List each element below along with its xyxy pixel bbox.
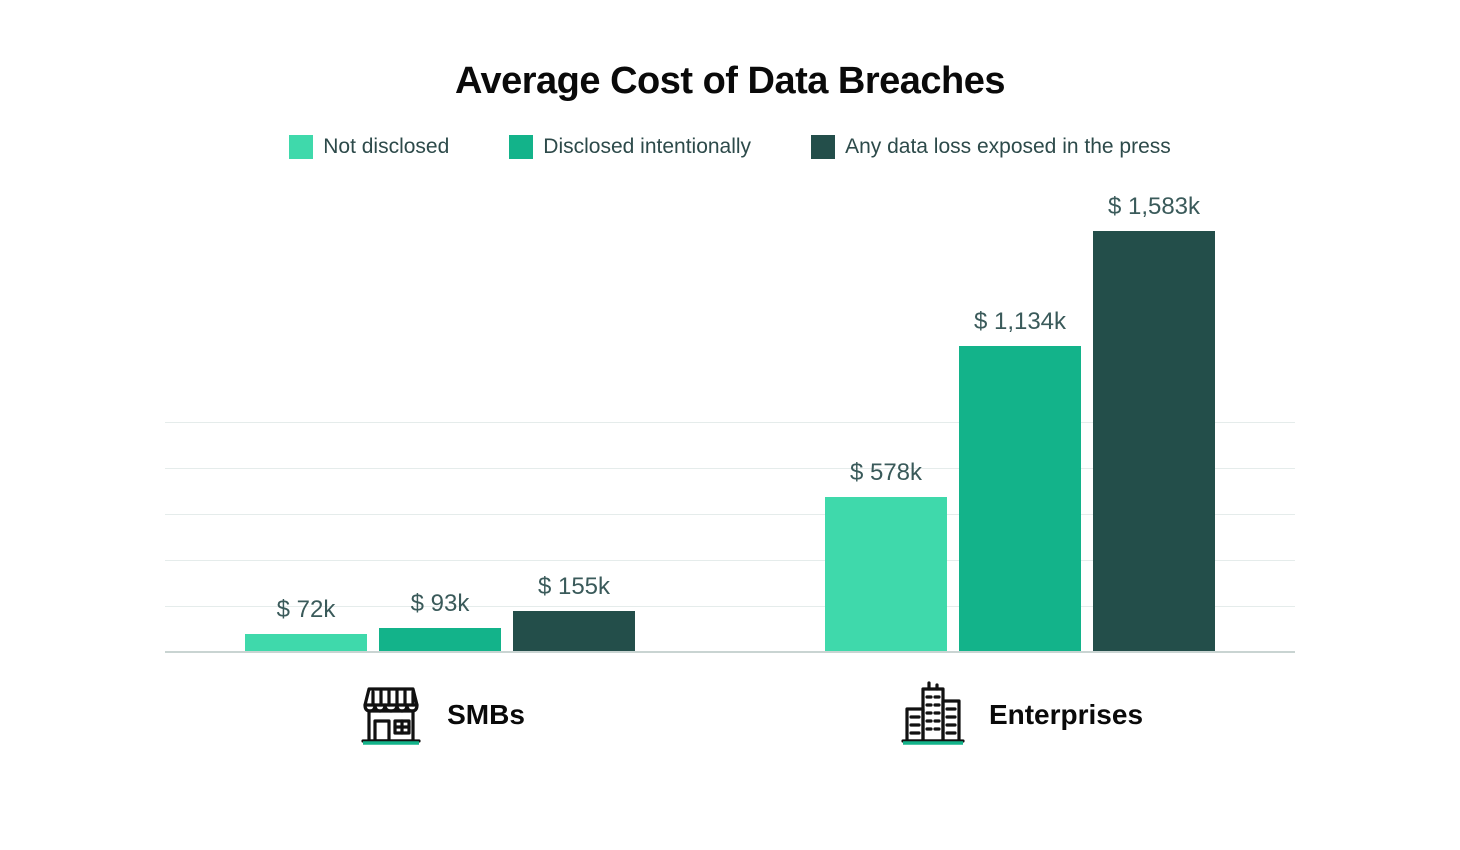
legend-item-not-disclosed: Not disclosed xyxy=(289,135,449,159)
bar-enterprises-disclosed-intentionally: $ 1,134k xyxy=(959,193,1081,653)
x-label-smbs: SMBs xyxy=(245,679,635,751)
bar-value-label: $ 1,134k xyxy=(974,308,1066,336)
bar-value-label: $ 72k xyxy=(277,596,336,624)
legend-label: Not disclosed xyxy=(323,135,449,159)
bar-group-enterprises: $ 578k $ 1,134k $ 1,583k xyxy=(825,193,1215,653)
bar-enterprises-press-exposed: $ 1,583k xyxy=(1093,193,1215,653)
bar-value-label: $ 1,583k xyxy=(1108,193,1200,221)
bar-smbs-not-disclosed: $ 72k xyxy=(245,193,367,653)
legend-item-disclosed-intentionally: Disclosed intentionally xyxy=(509,135,751,159)
bar-smbs-disclosed-intentionally: $ 93k xyxy=(379,193,501,653)
x-axis: SMBs xyxy=(165,679,1295,751)
bar-group-smbs: $ 72k $ 93k $ 155k xyxy=(245,193,635,653)
bar-enterprises-not-disclosed: $ 578k xyxy=(825,193,947,653)
bar-smbs-press-exposed: $ 155k xyxy=(513,193,635,653)
legend-label: Any data loss exposed in the press xyxy=(845,135,1171,159)
bar-rect xyxy=(825,497,947,653)
bar-groups: $ 72k $ 93k $ 155k $ 578k xyxy=(165,193,1295,653)
bar-value-label: $ 155k xyxy=(538,573,610,601)
legend-label: Disclosed intentionally xyxy=(543,135,751,159)
bar-value-label: $ 93k xyxy=(411,590,470,618)
legend-swatch-icon xyxy=(811,135,835,159)
bar-value-label: $ 578k xyxy=(850,459,922,487)
legend-item-press-exposed: Any data loss exposed in the press xyxy=(811,135,1171,159)
chart-title: Average Cost of Data Breaches xyxy=(0,60,1460,103)
x-label-text: Enterprises xyxy=(989,699,1143,731)
bar-rect xyxy=(379,628,501,653)
legend-swatch-icon xyxy=(509,135,533,159)
legend-swatch-icon xyxy=(289,135,313,159)
bar-rect xyxy=(1093,231,1215,653)
bar-rect xyxy=(513,611,635,653)
plot-area: $ 72k $ 93k $ 155k $ 578k xyxy=(165,193,1295,653)
storefront-icon xyxy=(355,679,427,751)
bar-rect xyxy=(959,346,1081,653)
chart-container: Average Cost of Data Breaches Not disclo… xyxy=(0,0,1460,850)
legend: Not disclosed Disclosed intentionally An… xyxy=(0,135,1460,159)
buildings-icon xyxy=(897,679,969,751)
x-label-text: SMBs xyxy=(447,699,525,731)
baseline xyxy=(165,651,1295,653)
x-label-enterprises: Enterprises xyxy=(825,679,1215,751)
